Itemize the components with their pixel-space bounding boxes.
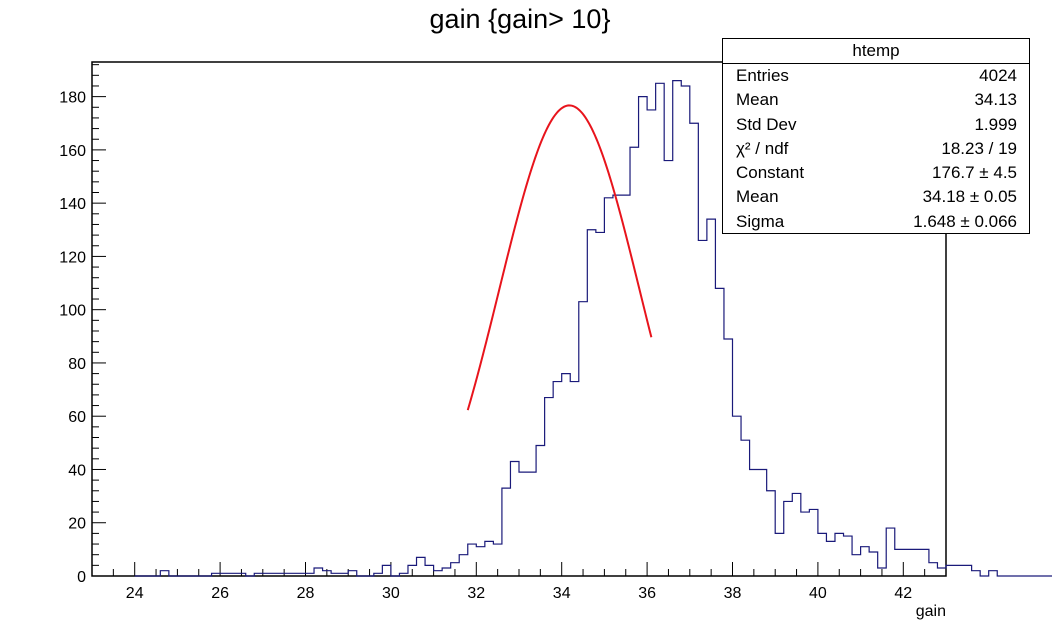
x-tick-label: 36 [638, 585, 656, 602]
stats-value: 34.13 [974, 90, 1017, 110]
stats-row: Std Dev 1.999 [723, 113, 1029, 137]
y-tick-labels: 0 20 40 60 80 100 120 140 160 180 [59, 90, 86, 586]
y-tick-label: 140 [59, 196, 86, 213]
stats-key: Mean [736, 90, 779, 110]
stats-value: 4024 [979, 66, 1017, 85]
stats-row: χ² / ndf 18.23 / 19 [723, 137, 1029, 161]
stats-key: Entries [736, 66, 789, 85]
y-tick-label: 20 [68, 516, 86, 533]
x-tick-labels: 24 26 28 30 32 34 36 38 40 42 [126, 585, 912, 602]
chart-title: gain {gain> 10} [429, 4, 611, 34]
y-tick-label: 100 [59, 303, 86, 320]
stats-box: htemp Entries 4024 Mean 34.13 Std Dev 1.999 χ²… [722, 38, 1030, 234]
gaussian-fit-curve [466, 104, 653, 411]
axis-ticks [92, 64, 926, 577]
x-tick-label: 32 [467, 585, 485, 602]
y-tick-label: 40 [68, 462, 86, 479]
stats-box-title: htemp [723, 39, 1029, 64]
y-tick-label: 120 [59, 249, 86, 266]
x-tick-label: 24 [126, 585, 144, 602]
x-tick-label: 34 [553, 585, 571, 602]
y-tick-label: 0 [77, 569, 86, 586]
stats-value: 34.18 ± 0.05 [922, 187, 1017, 207]
stats-value: 1.999 [974, 114, 1017, 134]
stats-value: 1.648 ± 0.066 [913, 211, 1017, 231]
stats-key: Mean [736, 187, 779, 207]
stats-key: Sigma [736, 211, 785, 231]
stats-key: Std Dev [736, 114, 797, 134]
x-tick-label: 38 [724, 585, 742, 602]
stats-row: Entries 4024 [723, 64, 1029, 88]
stats-value: 176.7 ± 4.5 [932, 163, 1017, 183]
x-axis-label: gain [916, 603, 946, 620]
stats-key: Constant [736, 163, 805, 183]
stats-row: Constant 176.7 ± 4.5 [723, 161, 1029, 185]
stats-key: χ² / ndf [736, 138, 789, 158]
y-tick-label: 60 [68, 409, 86, 426]
histogram-line [134, 80, 1052, 577]
x-tick-label: 30 [382, 585, 400, 602]
x-tick-label: 40 [809, 585, 827, 602]
stats-row: Sigma 1.648 ± 0.066 [723, 210, 1029, 234]
x-tick-label: 42 [894, 585, 912, 602]
x-tick-label: 26 [211, 585, 229, 602]
stats-value: 18.23 / 19 [941, 138, 1017, 158]
stats-row: Mean 34.13 [723, 88, 1029, 112]
x-tick-label: 28 [297, 585, 315, 602]
y-tick-label: 180 [59, 90, 86, 107]
stats-rows: Entries 4024 Mean 34.13 Std Dev 1.999 χ² / ndf… [723, 64, 1029, 234]
y-tick-label: 80 [68, 356, 86, 373]
y-tick-label: 160 [59, 143, 86, 160]
stats-row: Mean 34.18 ± 0.05 [723, 185, 1029, 209]
